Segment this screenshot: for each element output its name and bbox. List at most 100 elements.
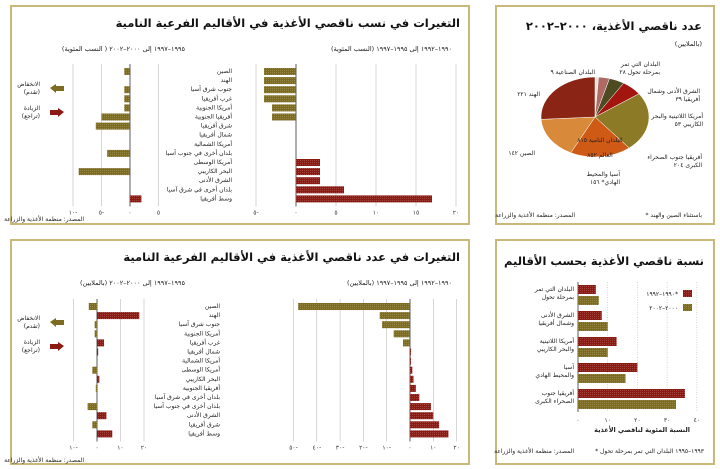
category-label: أمريكا الجنوبية <box>184 329 220 337</box>
decrease-bar <box>94 330 97 338</box>
category-label: أمريكا الجنوبية <box>196 103 232 111</box>
increase-bar <box>130 195 142 203</box>
slice-label-line: الشرق الأدنى وشمال <box>647 87 700 95</box>
category-label: أمريكا الوسطى <box>182 366 221 374</box>
arrow-right-icon <box>50 108 64 117</box>
tick-label: ١٠ <box>430 445 436 452</box>
category-label-line: أمريكا اللاتينية <box>540 337 575 345</box>
decrease-bar <box>403 339 410 347</box>
decrease-bar <box>272 104 296 112</box>
decrease-bar <box>88 303 97 310</box>
category-label-line: بمرحلة تحول <box>542 294 575 301</box>
decrease-bar <box>92 421 97 429</box>
tick-label: ٢٠ <box>634 417 640 424</box>
slice-label: آسيا والمحيط الهادي* ١٥٦ <box>587 169 621 186</box>
category-label: شرق أفريقيا <box>189 420 220 428</box>
pie-slice <box>570 116 630 158</box>
increase-bar <box>410 430 449 438</box>
category-label: أمريكا اللاتينية والبحر الكاريبي <box>537 337 575 353</box>
decrease-bar <box>264 95 296 103</box>
category-label: شمال أفريقيا <box>199 131 232 139</box>
bar-2000-2002 <box>578 400 677 409</box>
decrease-bar <box>264 86 296 94</box>
slice-label-line: أفريقيا جنوب الصحراء <box>647 153 702 161</box>
series-title-right: ١٩٩٠–١٩٩٢ إلى ١٩٩٥–١٩٩٧ (النسب المئوية) <box>331 45 452 53</box>
tick-label: ٢٠ <box>453 445 459 452</box>
world-total-label: العالم ٨٥٢ <box>587 152 613 159</box>
increase-bar <box>97 375 100 383</box>
series-title-right: ١٩٩٠–١٩٩٢ إلى ١٩٩٥–١٩٩٧ (بالملايين) <box>347 279 452 287</box>
category-label-line: أفريقيا جنوب <box>542 389 575 397</box>
legend-sub: (تقدم) <box>24 89 40 96</box>
category-label-line: والمحيط الهادي <box>535 372 574 379</box>
legend-sub: (تقدم) <box>24 323 40 330</box>
category-label: أمريكا الشمالية <box>194 140 232 148</box>
decrease-bar <box>95 122 130 130</box>
decrease-bar <box>87 403 97 411</box>
regional-proportion-chart: نسبة ناقصي الأغذية بحسب الأقاليم ٠ ١٠ ٢٠ ٣٠ ٤… <box>494 254 705 455</box>
source-note: المصدر: منظمة الأغذية والزراعة <box>4 215 84 223</box>
category-label: وسط أفريقيا <box>200 194 232 202</box>
category-label: جنوب شرق آسيا <box>179 319 221 328</box>
legend-label: ١٩٩٠–١٩٩٢* <box>646 291 678 298</box>
legend-label: الانخفاض <box>17 315 40 322</box>
category-label: غرب أفريقيا <box>202 94 232 102</box>
arrow-left-icon <box>50 318 64 327</box>
legend-label: ٢٠٠٠–٢٠٠٢ <box>649 305 678 312</box>
tick-label: ١٠ <box>604 417 610 424</box>
tick-label: ١٠ <box>373 210 379 217</box>
increase-bar <box>97 430 113 438</box>
slice-label-line: الصين ١٤٢ <box>508 150 535 157</box>
bar-2000-2002 <box>578 322 608 331</box>
category-label: الهند <box>209 312 221 319</box>
tick-label: ١٠ <box>117 445 123 452</box>
slice-label: البلدان التي تمر بمرحلة تحول ٢٨ <box>619 61 660 76</box>
slice-label-line: آسيا والمحيط <box>587 169 621 178</box>
tick-label: ٠ <box>294 210 297 217</box>
category-label: آسيا والمحيط الهادي <box>535 362 574 379</box>
category-label: بلدان أخرى في جنوب آسيا <box>166 148 233 157</box>
source-note: المصدر: منظمة الأغذية والزراعة <box>4 456 84 464</box>
chart-subtitle: (بالملايين) <box>675 40 702 48</box>
decrease-bar <box>264 68 296 75</box>
chart-title: عدد ناقصي الأغذية، ٢٠٠٠–٢٠٠٢ <box>526 19 702 33</box>
pie-slice <box>540 76 596 120</box>
increase-bar <box>97 312 140 320</box>
category-label: الشرق الأدنى وشمال أفريقيا <box>538 311 574 327</box>
tick-label: ٢٠ <box>141 445 147 452</box>
bar-2000-2002 <box>578 348 608 357</box>
legend-sub: (تراجع) <box>22 347 40 354</box>
tick-label: ٢٠- <box>359 445 368 452</box>
category-label: شمال أفريقيا <box>187 348 220 356</box>
decrease-bar <box>107 149 130 157</box>
category-label: البلدان التي تمر بمرحلة تحول <box>534 286 574 301</box>
series-title-left: ١٩٩٥–١٩٩٧ إلى ٢٠٠٠–٢٠٠٢ (بالملايين) <box>80 279 185 287</box>
decrease-bar <box>379 312 410 320</box>
x-axis-label: النسبة المئوية لناقصي الأغذية <box>594 425 690 434</box>
category-label: جنوب شرق آسيا <box>191 84 233 93</box>
category-label: أفريقيا جنوب الصحراء الكبرى <box>535 389 574 405</box>
category-label: الصين <box>205 303 220 310</box>
category-label: بلدان أخرى في جنوب آسيا <box>154 401 221 410</box>
source-note: المصدر: منظمة الأغذية والزراعة <box>494 447 574 455</box>
tick-label: ٠ <box>128 210 131 217</box>
decrease-bar <box>298 303 410 310</box>
footnote: * ١٩٩٣–١٩٩٥ البلدان التي تمر بمرحلة تحول <box>595 448 705 455</box>
increase-bar <box>296 177 320 185</box>
tick-label: ١٠- <box>69 445 78 452</box>
series-title-left: ١٩٩٥–١٩٩٧ إلى ٢٠٠٠–٢٠٠٢ ( النسب المئوية) <box>62 45 186 53</box>
category-label: بلدان أخرى في شرق آسيا <box>167 184 232 193</box>
decrease-bar <box>101 113 130 121</box>
decrease-bar <box>92 366 97 374</box>
pie-slice <box>540 116 596 154</box>
slice-label-line: أفريقيا ٣٩ <box>675 95 700 103</box>
category-label-line: والبحر الكاريبي <box>537 346 574 353</box>
category-label: شرق أفريقيا <box>201 122 232 130</box>
increase-bar <box>410 421 440 429</box>
increase-bar <box>296 159 320 166</box>
increase-bar <box>296 168 320 176</box>
chart-title: التغيرات في عدد ناقصي الأغذية في الأقالي… <box>123 250 460 264</box>
slice-label: أمريكا اللاتينية والبحر الكاريبي ٥٣ <box>650 112 703 128</box>
number-changes-chart: التغيرات في عدد ناقصي الأغذية في الأقالي… <box>4 250 460 464</box>
decrease-bar <box>264 77 296 85</box>
